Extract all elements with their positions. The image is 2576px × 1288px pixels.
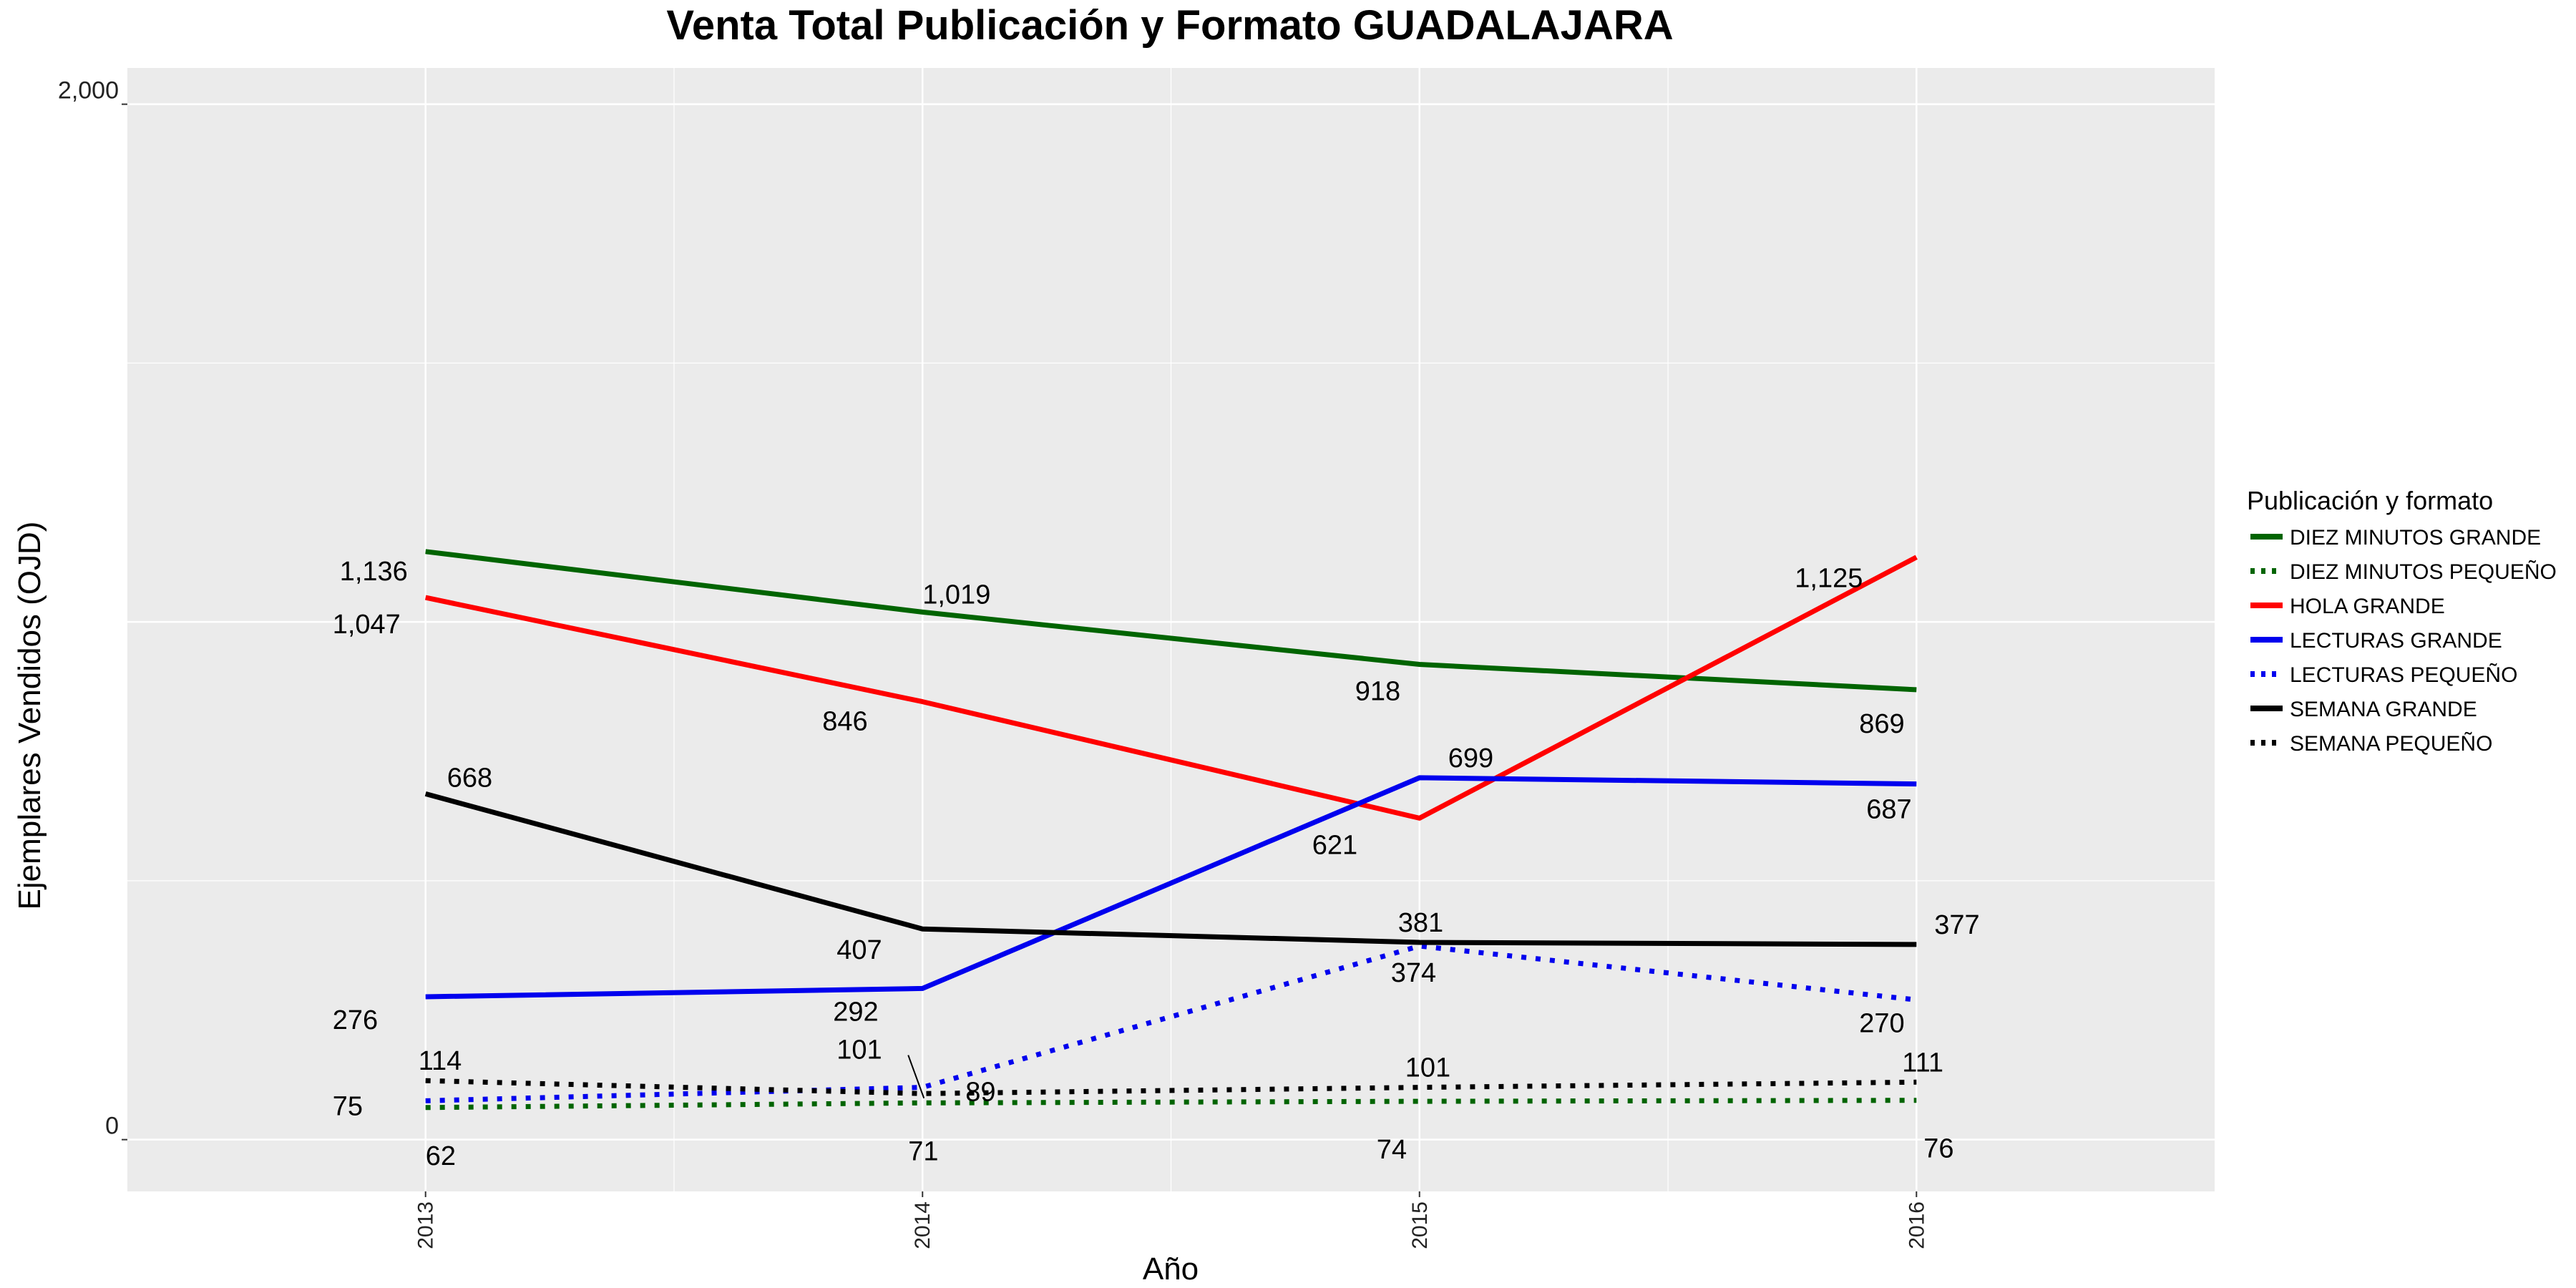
data-label: 374 — [1391, 958, 1436, 988]
legend-title: Publicación y formato — [2247, 486, 2493, 515]
data-label: 407 — [836, 935, 882, 965]
data-label: 621 — [1312, 830, 1357, 860]
series-line — [425, 775, 1917, 1000]
data-label: 101 — [1405, 1053, 1450, 1083]
data-label: 111 — [1902, 1048, 1943, 1078]
legend-label: DIEZ MINUTOS GRANDE — [2290, 526, 2541, 550]
series-lines — [424, 549, 1918, 1111]
data-label: 101 — [836, 1035, 882, 1065]
data-label: 869 — [1859, 709, 1904, 739]
legend: Publicación y formato DIEZ MINUTOS GRAND… — [2247, 486, 2557, 756]
data-label: 71 — [908, 1136, 938, 1166]
x-tick-label: 2014 — [911, 1201, 935, 1249]
data-label: 668 — [447, 763, 492, 793]
x-axis: 2013 2014 2015 2016 — [414, 1191, 1928, 1249]
data-label: 687 — [1866, 795, 1911, 825]
x-tick-label: 2013 — [414, 1201, 438, 1249]
data-label: 89 — [965, 1077, 995, 1107]
label-leader-line — [907, 1055, 925, 1099]
legend-label: SEMANA GRANDE — [2290, 698, 2477, 721]
data-label: 114 — [419, 1046, 462, 1076]
data-label: 1,019 — [922, 580, 990, 610]
data-label: 62 — [426, 1141, 456, 1171]
data-label: 1,136 — [340, 557, 408, 587]
data-label: 276 — [333, 1005, 378, 1035]
data-label: 270 — [1859, 1008, 1904, 1038]
y-axis: 0 2,000 — [58, 77, 127, 1141]
data-label: 76 — [1923, 1134, 1953, 1164]
series-line — [425, 943, 1917, 1103]
y-tick-label: 0 — [105, 1113, 119, 1140]
series-line — [424, 791, 1917, 947]
data-label: 381 — [1398, 908, 1443, 938]
x-tick-label: 2016 — [1905, 1201, 1928, 1249]
legend-label: SEMANA PEQUEÑO — [2290, 731, 2492, 756]
x-axis-title: Año — [1143, 1252, 1199, 1287]
x-tick-label: 2015 — [1408, 1201, 1432, 1249]
series-line — [425, 549, 1917, 693]
legend-label: DIEZ MINUTOS PEQUEÑO — [2290, 560, 2557, 584]
y-axis-title: Ejemplares Vendidos (OJD) — [12, 522, 47, 910]
legend-label: HOLA GRANDE — [2290, 595, 2445, 618]
data-label: 75 — [333, 1091, 363, 1121]
data-label: 846 — [822, 707, 867, 737]
chart-title: Venta Total Publicación y Formato GUADAL… — [666, 2, 1673, 49]
legend-label: LECTURAS GRANDE — [2290, 629, 2502, 653]
y-tick-label: 2,000 — [58, 77, 119, 104]
data-label: 699 — [1448, 743, 1493, 774]
series-line — [425, 1078, 1917, 1096]
series-line — [424, 555, 1918, 821]
legend-label: LECTURAS PEQUEÑO — [2290, 663, 2517, 687]
series-line — [425, 1098, 1917, 1111]
data-label: 1,125 — [1795, 564, 1863, 594]
data-label: 74 — [1377, 1135, 1407, 1165]
data-labels: 1,136 1,019 918 869 62 71 74 76 1,047 846 621 1,125… — [333, 557, 1980, 1171]
data-label: 377 — [1934, 910, 1979, 940]
data-label: 292 — [833, 997, 878, 1027]
data-label: 1,047 — [333, 610, 401, 640]
data-label: 918 — [1355, 676, 1400, 706]
